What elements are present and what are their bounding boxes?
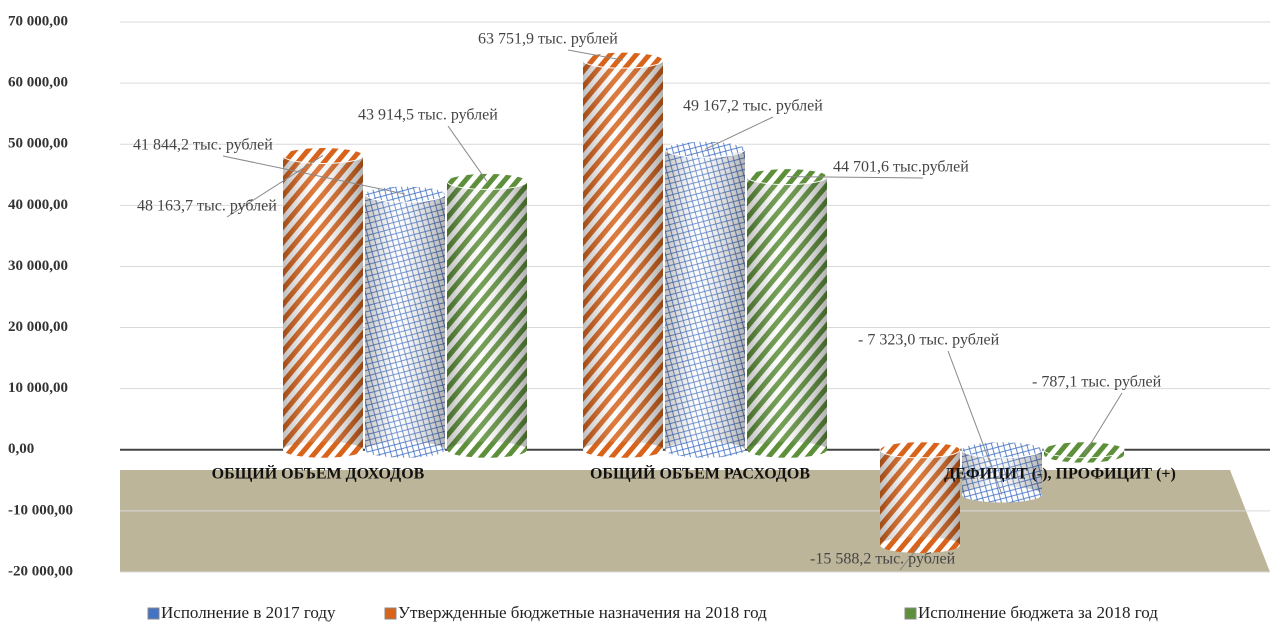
leader-line — [222, 155, 406, 195]
legend-label: Утвержденные бюджетные назначения на 201… — [398, 603, 767, 622]
leader-line — [567, 49, 624, 61]
value-label: 63 751,9 тыс. рублей — [478, 31, 618, 48]
value-label: 43 914,5 тыс. рублей — [358, 107, 498, 124]
bar-shade — [880, 449, 960, 546]
bar-top — [961, 441, 1043, 459]
value-label: -15 588,2 тыс. рублей — [810, 551, 956, 568]
y-tick-label: 10 000,00 — [8, 380, 68, 396]
bar-base — [665, 441, 745, 458]
value-label: 49 167,2 тыс. рублей — [683, 98, 823, 115]
value-label: 48 163,7 тыс. рублей — [137, 198, 277, 215]
leader-line — [447, 125, 488, 182]
leader-line — [786, 176, 924, 179]
bar-shade — [747, 176, 827, 450]
bar-shade — [665, 149, 745, 450]
legend-swatch — [384, 607, 397, 620]
y-tick-label: 50 000,00 — [8, 136, 68, 152]
leader-line — [899, 544, 921, 571]
bar-shade — [447, 181, 527, 450]
leader-line — [226, 155, 324, 218]
legend-label: Исполнение в 2017 году — [161, 603, 336, 622]
floor — [120, 470, 1270, 572]
bar-base — [365, 441, 445, 458]
y-tick-label: 30 000,00 — [8, 258, 68, 274]
leader-line — [947, 350, 1003, 495]
legend-swatch — [904, 607, 917, 620]
value-label: 44 701,6 тыс.рублей — [833, 159, 969, 176]
y-tick-label: 40 000,00 — [8, 197, 68, 213]
leader-line — [1083, 392, 1123, 455]
bar-shade — [583, 60, 663, 450]
value-label: - 787,1 тыс. рублей — [1032, 374, 1162, 391]
y-tick-label: 0,00 — [8, 441, 34, 457]
y-tick-label: 60 000,00 — [8, 75, 68, 91]
bar-base — [747, 441, 827, 458]
bar-base — [283, 441, 363, 458]
bar-base — [447, 441, 527, 458]
y-tick-label: -10 000,00 — [8, 502, 73, 518]
bar-top — [1043, 441, 1125, 459]
legend-label: Исполнение бюджета за 2018 год — [918, 603, 1158, 622]
bar-top — [879, 441, 961, 459]
x-tick-label: ДЕФИЦИТ (-), ПРОФИЦИТ (+) — [944, 466, 1176, 483]
bar-shade — [365, 194, 445, 450]
y-tick-label: 70 000,00 — [8, 13, 68, 29]
value-label: 41 844,2 тыс. рублей — [133, 137, 273, 154]
leader-line — [704, 116, 774, 150]
x-tick-label: ОБЩИЙ ОБЪЕМ ДОХОДОВ — [212, 464, 425, 483]
y-tick-label: 20 000,00 — [8, 319, 68, 335]
bar-base — [583, 441, 663, 458]
legend-swatch — [147, 607, 160, 620]
bar-shade — [283, 155, 363, 450]
x-tick-label: ОБЩИЙ ОБЪЕМ РАСХОДОВ — [590, 464, 810, 483]
y-tick-label: -20 000,00 — [8, 563, 73, 579]
value-label: - 7 323,0 тыс. рублей — [858, 332, 1000, 349]
